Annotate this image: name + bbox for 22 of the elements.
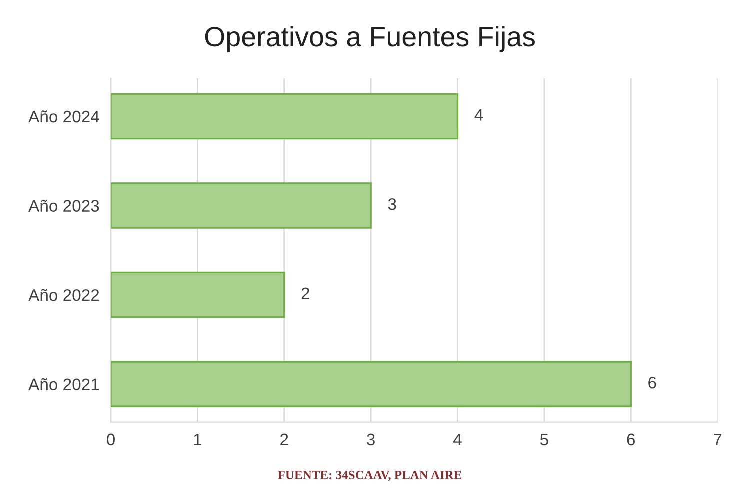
x-tick-label: 1 [194, 434, 202, 446]
bar [111, 272, 286, 318]
x-tick-label: 0 [107, 434, 115, 446]
y-tick-label: Año 2023 [28, 200, 100, 212]
data-label: 6 [648, 376, 656, 389]
data-label: 2 [302, 288, 310, 300]
source-note: FUENTE: 34SCAAV, PLAN AIRE [278, 471, 462, 482]
data-label: 4 [474, 109, 484, 121]
data-label: 3 [388, 198, 396, 210]
y-tick-label: Año 2022 [28, 289, 100, 302]
bar [111, 182, 372, 229]
x-tick-label: 6 [627, 434, 636, 446]
x-tick-label: 3 [367, 434, 375, 446]
x-tick-label: 2 [280, 434, 288, 446]
bar [111, 93, 459, 140]
x-tick-label: 7 [714, 434, 722, 446]
y-tick-label: Año 2024 [28, 110, 100, 123]
x-tick-label: 4 [453, 434, 462, 446]
chart-title: Operativos a Fuentes Fijas [205, 26, 535, 52]
bar [111, 361, 632, 408]
x-tick-label: 5 [540, 434, 548, 446]
y-tick-label: Año 2021 [28, 378, 100, 391]
